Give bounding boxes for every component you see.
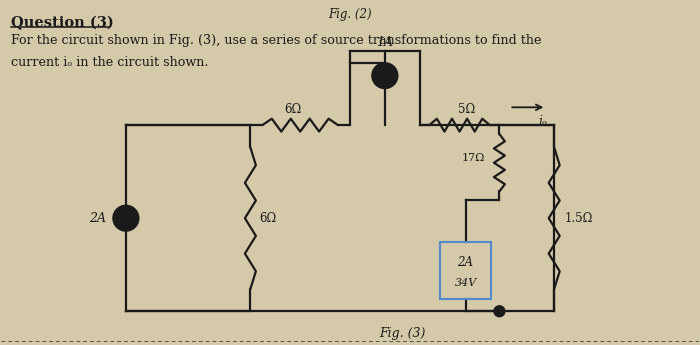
- Text: 17Ω: 17Ω: [461, 153, 485, 163]
- Text: current iₒ in the circuit shown.: current iₒ in the circuit shown.: [11, 56, 209, 69]
- Text: 2A: 2A: [89, 212, 106, 225]
- Text: Question (3): Question (3): [11, 16, 114, 30]
- Text: Fig. (2): Fig. (2): [328, 8, 372, 21]
- Text: 1A: 1A: [377, 36, 393, 49]
- Text: 1.5Ω: 1.5Ω: [564, 212, 592, 225]
- Text: For the circuit shown in Fig. (3), use a series of source transformations to fin: For the circuit shown in Fig. (3), use a…: [11, 34, 542, 47]
- Text: iₒ: iₒ: [538, 115, 547, 128]
- Text: 6Ω: 6Ω: [285, 103, 302, 116]
- Circle shape: [113, 205, 139, 231]
- Text: Fig. (3): Fig. (3): [379, 327, 426, 340]
- Text: 2A: 2A: [458, 256, 473, 268]
- Text: 5Ω: 5Ω: [458, 103, 475, 116]
- Text: 34V: 34V: [454, 278, 477, 288]
- Text: 6Ω: 6Ω: [260, 212, 276, 225]
- Circle shape: [494, 306, 505, 317]
- Circle shape: [372, 63, 398, 89]
